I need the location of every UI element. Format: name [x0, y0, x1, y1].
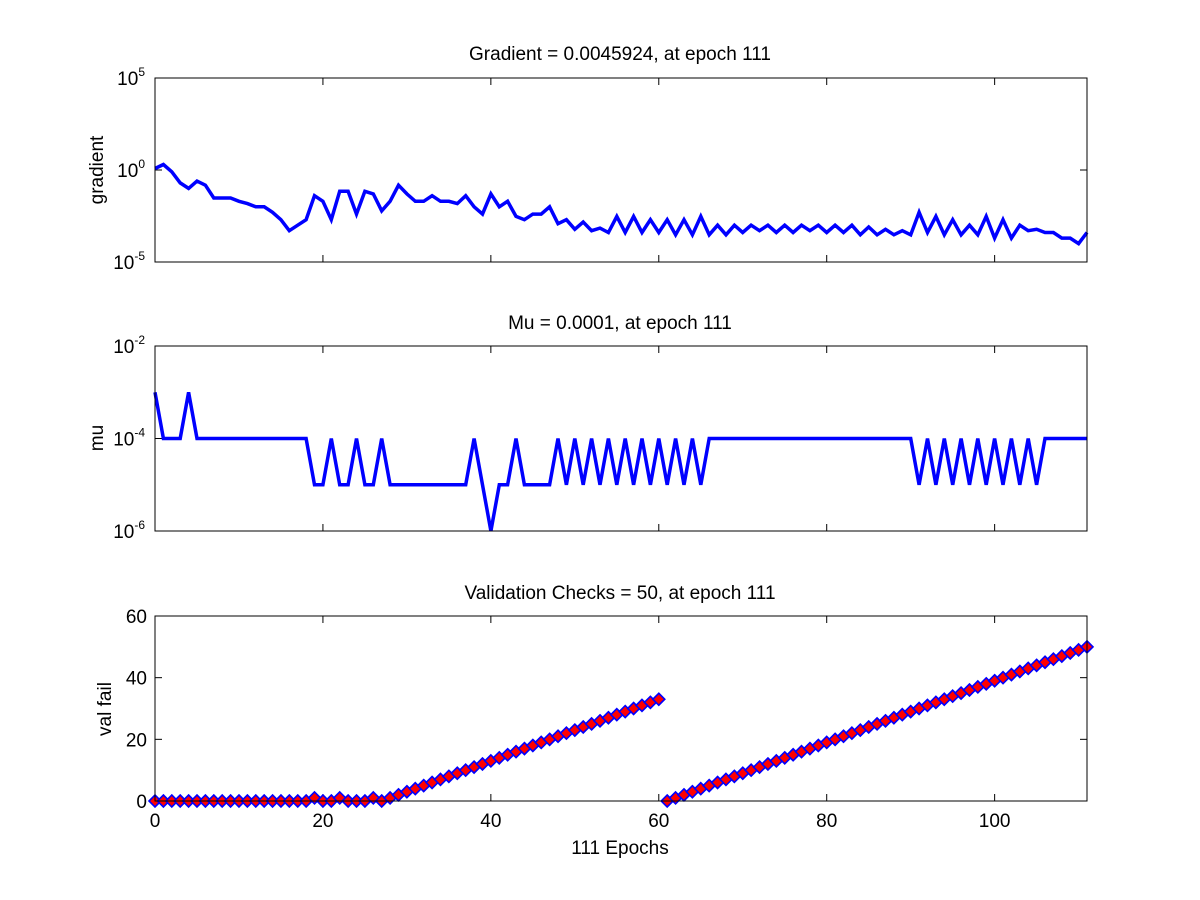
mu-plot-title: Mu = 0.0001, at epoch 111 [508, 313, 732, 334]
y-tick-label: 105 [117, 65, 145, 90]
series-line [153, 391, 1087, 532]
y-tick-label: 0 [136, 792, 147, 813]
mu-y-axis-label: mu [87, 425, 108, 451]
val-fail-axes-box [154, 615, 1088, 802]
val-fail-point [651, 692, 666, 707]
mu-ticks: 10-6 10-4 10-2 [113, 333, 1087, 543]
x-tick-label: 20 [312, 811, 333, 832]
x-tick-label: 100 [979, 811, 1011, 832]
x-tick-label: 60 [648, 811, 669, 832]
gradient-plot-title: Gradient = 0.0045924, at epoch 111 [469, 44, 771, 65]
x-tick-label: 40 [480, 811, 501, 832]
y-tick-label: 10-4 [113, 426, 145, 451]
val-fail-y-axis-label: val fail [95, 682, 116, 736]
series-line [154, 162, 1089, 246]
mu-panel: Mu = 0.0001, at epoch 111 mu 10-610-410-… [87, 313, 1088, 543]
x-axis-label: 111 Epochs [571, 838, 669, 859]
gradient-panel: Gradient = 0.0045924, at epoch 111 gradi… [87, 44, 1089, 274]
y-tick-label: 10-5 [113, 249, 145, 274]
val-fail-panel: Validation Checks = 50, at epoch 111 val… [95, 583, 1095, 859]
y-tick-label: 10-6 [113, 518, 145, 543]
mu-axes-box [154, 345, 1088, 532]
mu-series [153, 391, 1087, 532]
gradient-axes-box [154, 77, 1088, 263]
y-tick-label: 20 [126, 730, 147, 751]
x-tick-label: 0 [150, 811, 161, 832]
x-tick-label: 80 [816, 811, 837, 832]
y-tick-label: 10-2 [113, 333, 145, 358]
gradient-y-axis-label: gradient [87, 135, 108, 204]
y-tick-label: 100 [117, 157, 145, 182]
val-fail-ticks: 0 20 40 60 80 100 0 20 40 60 [126, 607, 1087, 832]
val-fail-point [332, 790, 347, 806]
val-fail-plot-title: Validation Checks = 50, at epoch 111 [464, 583, 775, 604]
gradient-ticks: 10-5 100 105 [113, 65, 1087, 274]
y-tick-label: 60 [126, 607, 147, 628]
y-tick-label: 40 [126, 669, 147, 690]
gradient-series [154, 162, 1089, 246]
